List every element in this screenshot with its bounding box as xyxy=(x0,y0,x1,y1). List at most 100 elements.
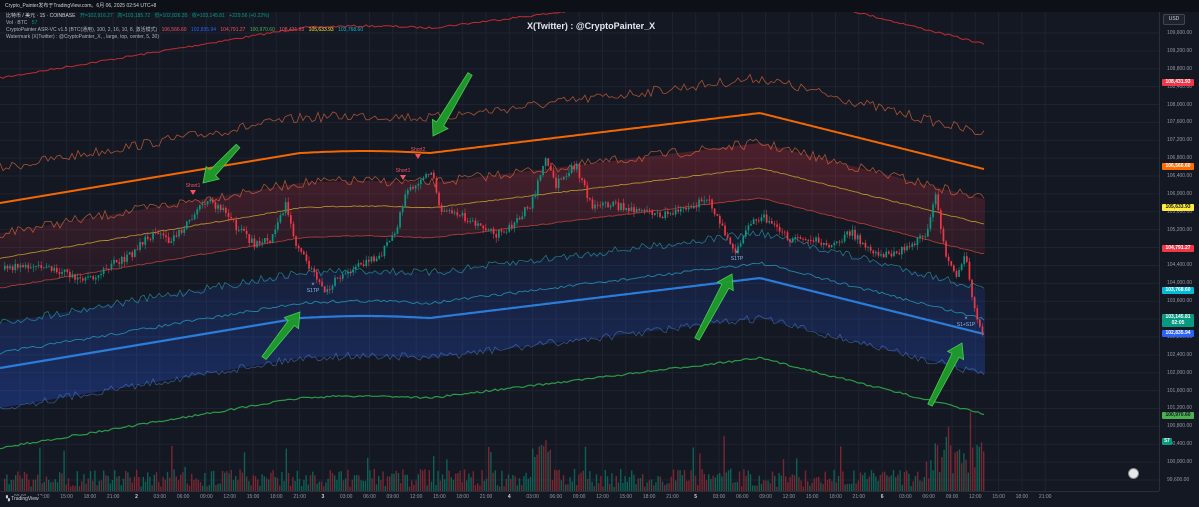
candle-body xyxy=(521,216,524,220)
volume-bar xyxy=(435,485,437,491)
volume-bar xyxy=(637,478,639,491)
candle-body xyxy=(646,209,648,212)
volume-bar xyxy=(426,485,428,491)
volume-bar xyxy=(859,472,862,491)
volume-bar xyxy=(683,470,686,491)
candle-body xyxy=(365,259,368,266)
candle-body xyxy=(776,224,778,227)
price-tick-label: 100,800.00 xyxy=(1167,423,1193,430)
volume-bar xyxy=(767,480,769,491)
volume-bar xyxy=(961,463,963,491)
volume-bar xyxy=(96,485,98,491)
volume-bar xyxy=(402,469,404,491)
volume-bar xyxy=(928,478,930,491)
candle-body xyxy=(765,214,768,223)
price-tick-label: 101,600.00 xyxy=(1167,387,1193,394)
candle-body xyxy=(687,207,690,210)
volume-bar xyxy=(268,479,270,491)
short-signal-icon xyxy=(190,190,196,195)
tradingview-logo[interactable]: ▚ TradingView xyxy=(6,496,42,502)
signal-label: S1+S1P xyxy=(957,322,976,328)
candle-body xyxy=(191,219,193,221)
volume-bar xyxy=(217,483,219,491)
volume-bar xyxy=(116,477,118,491)
volume-bar xyxy=(523,476,525,491)
volume-bar xyxy=(884,471,886,491)
candle-body xyxy=(126,254,128,262)
indicator-name[interactable]: CryptoPainter ASR-VC v1.5 (BTC(通用), 100,… xyxy=(6,27,158,33)
volume-bar xyxy=(980,442,983,491)
legend-volume-row[interactable]: Vol · BTC 57 xyxy=(6,20,366,27)
candle-body xyxy=(880,254,882,256)
candle-body xyxy=(11,266,14,271)
volume-bar xyxy=(732,482,734,491)
volume-bar xyxy=(600,475,602,491)
candle-body xyxy=(251,238,253,243)
legend-indicator-row[interactable]: CryptoPainter ASR-VC v1.5 (BTC(通用), 100,… xyxy=(6,27,366,34)
chart-pane[interactable]: Short1 Short1 Short2 × S1TP × S1TP × S1+S1P xyxy=(0,12,1159,491)
volume-bar xyxy=(34,479,37,491)
candle-body xyxy=(188,220,191,222)
green-arrow-icon xyxy=(431,72,473,137)
volume-bar xyxy=(100,480,103,491)
candle-body xyxy=(464,213,466,221)
us-flag-icon[interactable] xyxy=(1128,468,1139,479)
candle-body xyxy=(516,218,518,223)
volume-bar xyxy=(782,459,785,491)
volume-bar xyxy=(569,477,571,491)
cyan-upper-band xyxy=(0,228,985,324)
volume-bar xyxy=(811,482,813,491)
volume-bar xyxy=(501,470,503,491)
volume-bar xyxy=(285,448,287,491)
volume-bar xyxy=(329,470,331,491)
candle-body xyxy=(703,200,706,202)
legend-symbol-row[interactable]: 比特币 / 美元 · 15 · COINBASE 开=102,916.27 高=… xyxy=(6,13,366,20)
volume-bar xyxy=(371,478,373,491)
twitter-watermark: X(Twitter) : @CryptoPainter_X xyxy=(527,21,656,31)
candle-body xyxy=(277,222,279,230)
time-axis[interactable]: 09:00 12:00 15:00 18:00 21:00 2 03:00 06:00 09:0… xyxy=(0,491,1159,507)
volume-bar xyxy=(481,470,483,491)
candle-body xyxy=(890,253,893,257)
candle-body xyxy=(297,245,300,249)
candle-body xyxy=(472,220,474,222)
candle-body xyxy=(505,231,508,233)
candle-body xyxy=(968,261,971,280)
volume-bar xyxy=(593,486,595,491)
candle-body xyxy=(872,250,875,254)
candle-body xyxy=(95,277,97,280)
legend-watermark-row[interactable]: Watermark (X(Twitter) : @CryptoPainter_X… xyxy=(6,34,366,41)
indicator-value: 102,835.94 xyxy=(190,27,217,33)
time-tick-label: 15:00 xyxy=(246,494,260,500)
candle-body xyxy=(732,244,734,249)
volume-bar xyxy=(193,480,195,491)
candle-body xyxy=(456,212,459,216)
chart-legend[interactable]: 比特币 / 美元 · 15 · COINBASE 开=102,916.27 高=… xyxy=(6,13,366,41)
volume-name[interactable]: Vol · BTC xyxy=(6,20,28,26)
candle-body xyxy=(724,225,726,236)
candle-body xyxy=(677,209,680,212)
volume-bar xyxy=(367,457,369,491)
volume-bar xyxy=(661,481,664,491)
candle-body xyxy=(284,202,287,214)
volume-bar xyxy=(327,478,329,491)
volume-bar xyxy=(419,469,422,491)
candle-body xyxy=(209,199,212,202)
symbol-name[interactable]: 比特币 / 美元 · 15 · COINBASE xyxy=(6,13,76,19)
candle-body xyxy=(206,201,209,205)
volume-bar xyxy=(562,475,565,491)
candle-body xyxy=(747,225,750,231)
time-tick-label: 5 xyxy=(694,494,698,500)
currency-button[interactable]: USD xyxy=(1163,14,1185,25)
time-tick-label: 6 xyxy=(880,494,884,500)
volume-bar xyxy=(512,475,514,491)
volume-bar xyxy=(969,412,972,491)
mid-red-band xyxy=(0,197,984,289)
watermark-indicator-name[interactable]: Watermark (X(Twitter) : @CryptoPainter_X… xyxy=(6,34,159,40)
candle-body xyxy=(373,256,375,262)
volume-bar xyxy=(591,481,593,491)
volume-bar xyxy=(833,469,835,491)
volume-bar xyxy=(822,484,824,491)
time-tick-label: 12:00 xyxy=(409,494,423,500)
